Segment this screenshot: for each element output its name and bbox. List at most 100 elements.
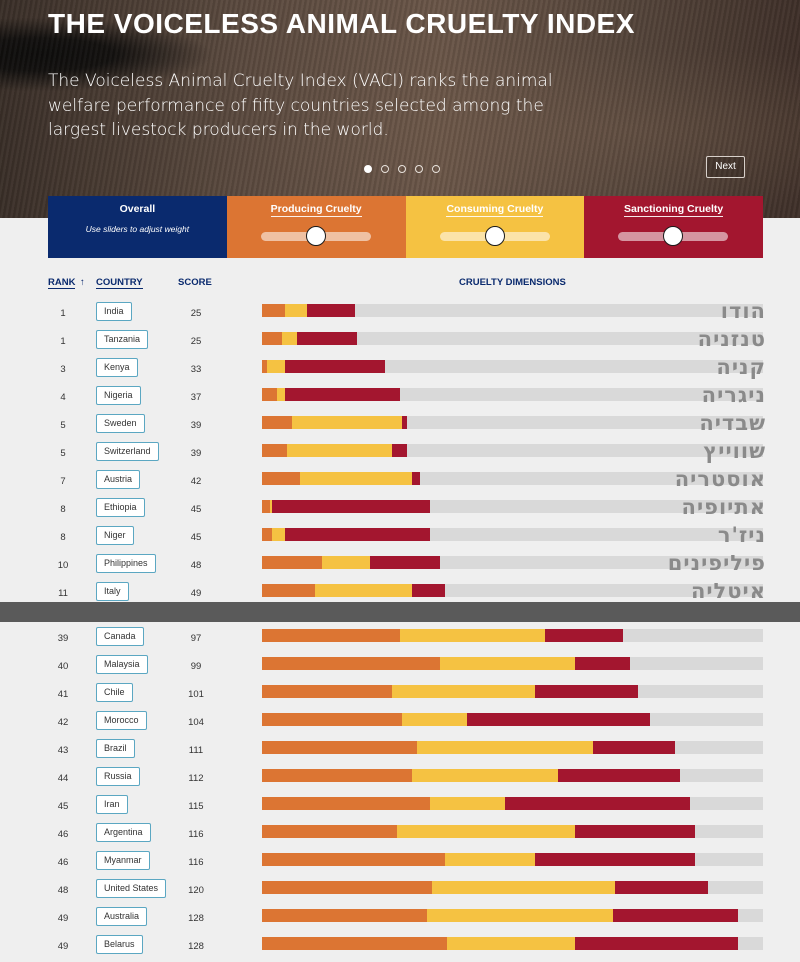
country-button[interactable]: India [96, 302, 132, 321]
bar-track [262, 584, 763, 597]
rank-label: 48 [57, 885, 69, 896]
country-button[interactable]: Malaysia [96, 655, 148, 674]
rank-label: 49 [57, 913, 69, 924]
dims-header: CRUELTY DIMENSIONS [459, 277, 566, 288]
producing-bar [262, 769, 413, 782]
rank-label: 7 [60, 476, 66, 487]
hebrew-overlay-label: ניז'ר [717, 523, 766, 547]
hebrew-overlay-label: שבדיה [699, 411, 766, 435]
producing-bar [262, 741, 418, 754]
consuming-bar [439, 657, 576, 670]
bar-track [262, 909, 763, 922]
table-header: RANK ↑ COUNTRY SCORE CRUELTY DIMENSIONS [0, 277, 800, 291]
rank-label: 40 [57, 661, 69, 672]
score-label: 99 [190, 661, 202, 672]
producing-bar [262, 853, 445, 866]
consuming-title[interactable]: Consuming Cruelty [446, 203, 544, 217]
country-button[interactable]: Ethiopia [96, 498, 145, 517]
hebrew-overlay-label: קניה [716, 355, 766, 379]
rank-label: 44 [57, 773, 69, 784]
carousel-dots [364, 165, 440, 173]
score-label: 116 [188, 857, 204, 868]
country-button[interactable]: Switzerland [96, 442, 159, 461]
hebrew-overlay-label: שווייץ [703, 439, 766, 463]
consuming-bar [299, 472, 413, 485]
country-button[interactable]: United States [96, 879, 167, 898]
country-button[interactable]: Belarus [96, 935, 143, 954]
sanctioning-bar [412, 584, 445, 597]
score-label: 45 [190, 532, 202, 543]
rank-label: 45 [57, 801, 69, 812]
country-button[interactable]: Sweden [96, 414, 145, 433]
consuming-slider-track[interactable] [439, 226, 550, 246]
table-row: 44 Russia 112 [0, 766, 800, 794]
table-row: 40 Malaysia 99 [0, 654, 800, 682]
consuming-bar [447, 937, 576, 950]
sanctioning-bar [284, 528, 430, 541]
table-row: 10 Philippines 48 פיליפינים [0, 551, 800, 581]
score-header: SCORE [178, 277, 212, 288]
arrow-up-icon[interactable]: ↑ [80, 277, 85, 288]
carousel-dot[interactable] [415, 165, 423, 173]
country-header[interactable]: COUNTRY [96, 277, 143, 289]
sanctioning-bar [557, 769, 681, 782]
country-button[interactable]: Iran [96, 795, 128, 814]
sanctioning-bar [297, 332, 358, 345]
producing-bar [262, 937, 448, 950]
country-button[interactable]: Italy [96, 582, 129, 601]
carousel-dot[interactable] [398, 165, 406, 173]
sanctioning-slider-handle[interactable] [663, 226, 684, 246]
producing-panel: Producing Cruelty [226, 196, 406, 258]
score-label: 39 [190, 448, 202, 459]
country-button[interactable]: Australia [96, 907, 148, 926]
country-button[interactable]: Russia [96, 767, 140, 786]
score-label: 48 [190, 560, 202, 571]
country-button[interactable]: Canada [96, 627, 144, 646]
producing-bar [262, 332, 283, 345]
producing-bar [262, 304, 285, 317]
carousel-dot[interactable] [364, 165, 372, 173]
rank-header[interactable]: RANK [48, 277, 76, 289]
country-button[interactable]: Kenya [96, 358, 138, 377]
bar-track [262, 797, 763, 810]
country-button[interactable]: Philippines [96, 554, 156, 573]
rank-label: 10 [57, 560, 69, 571]
sanctioning-bar [575, 657, 631, 670]
next-button[interactable]: Next [706, 156, 745, 178]
producing-slider-handle[interactable] [305, 226, 326, 246]
carousel-dot[interactable] [381, 165, 389, 173]
rank-label: 41 [57, 689, 69, 700]
consuming-bar [444, 853, 536, 866]
carousel-dot[interactable] [432, 165, 440, 173]
country-button[interactable]: Nigeria [96, 386, 141, 405]
table-row: 46 Myanmar 116 [0, 850, 800, 878]
sanctioning-bar [612, 909, 738, 922]
country-button[interactable]: Chile [96, 683, 133, 702]
bar-track [262, 556, 763, 569]
score-label: 115 [188, 801, 204, 812]
country-button[interactable]: Austria [96, 470, 141, 489]
sanctioning-slider-track[interactable] [618, 226, 729, 246]
bar-track [262, 853, 763, 866]
country-button[interactable]: Brazil [96, 739, 135, 758]
country-button[interactable]: Niger [96, 526, 134, 545]
country-button[interactable]: Tanzania [96, 330, 149, 349]
consuming-bar [417, 741, 593, 754]
hebrew-overlay-label: הודו [720, 299, 766, 323]
rank-label: 49 [57, 941, 69, 952]
country-button[interactable]: Myanmar [96, 851, 150, 870]
producing-slider-track[interactable] [260, 226, 371, 246]
producing-title[interactable]: Producing Cruelty [270, 203, 362, 217]
table-row: 46 Argentina 116 [0, 822, 800, 850]
table-row: 5 Sweden 39 שבדיה [0, 411, 800, 441]
rank-label: 3 [60, 364, 66, 375]
sanctioning-title[interactable]: Sanctioning Cruelty [624, 203, 724, 217]
consuming-slider-handle[interactable] [484, 226, 505, 246]
table-row: 3 Kenya 33 קניה [0, 355, 800, 385]
consuming-bar [269, 500, 272, 513]
table-row: 8 Niger 45 ניז'ר [0, 523, 800, 553]
country-button[interactable]: Argentina [96, 823, 151, 842]
rank-label: 4 [60, 392, 66, 403]
overall-panel[interactable]: Overall Use sliders to adjust weight [48, 196, 227, 258]
country-button[interactable]: Morocco [96, 711, 147, 730]
